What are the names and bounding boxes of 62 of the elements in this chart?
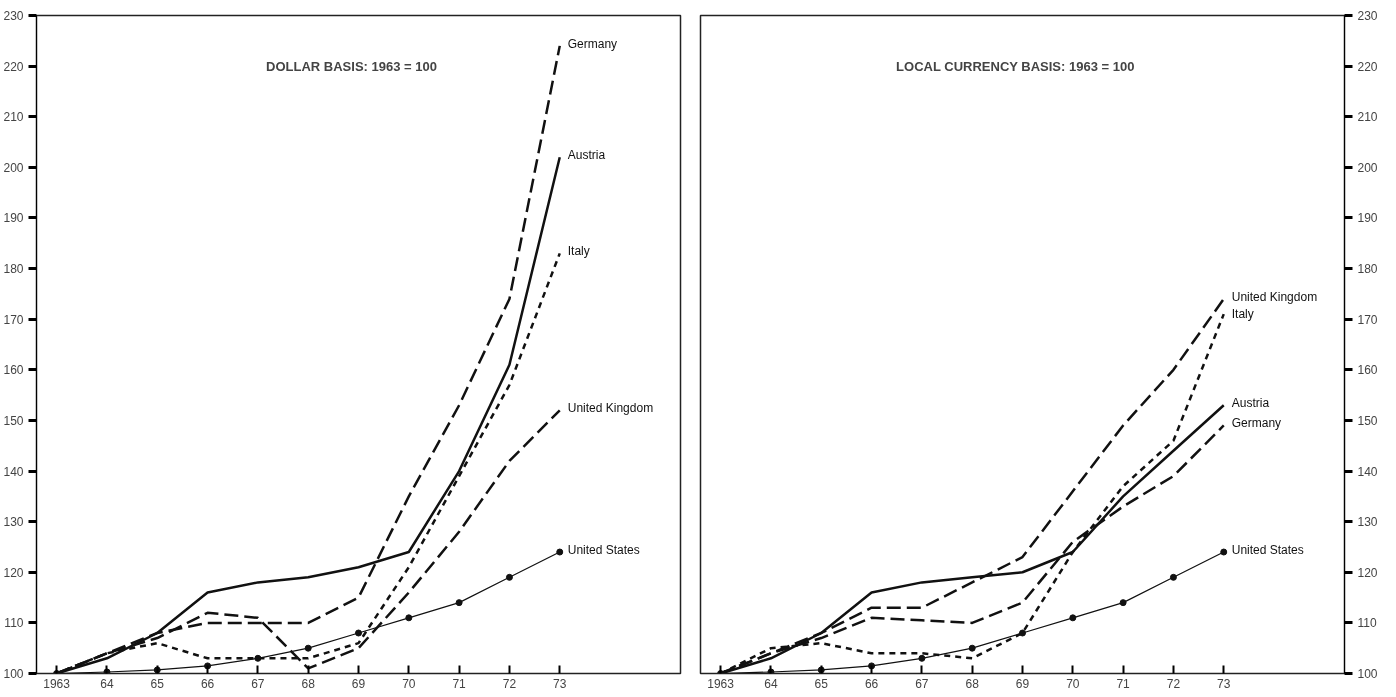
y-tick-label: 100 [3, 667, 24, 681]
x-tick-label: 65 [150, 676, 165, 691]
y-tick-label: 100 [1357, 667, 1378, 681]
y-tick-label: 170 [3, 312, 24, 327]
x-tick-label: 68 [965, 676, 980, 691]
x-tick-label: 67 [915, 676, 929, 691]
y-tick-label: 160 [1357, 363, 1378, 378]
x-tick-label: 64 [764, 676, 778, 691]
y-tick-label: 120 [3, 565, 24, 580]
y-tick-label: 230 [3, 9, 24, 23]
y-tick-label: 110 [1357, 616, 1377, 631]
y-tick-label: 190 [3, 211, 24, 226]
series-label: United Kingdom [567, 401, 654, 416]
y-tick-label: 140 [3, 464, 24, 479]
x-tick-label: 73 [1217, 676, 1231, 691]
series-label: Germany [567, 36, 618, 51]
y-tick-label: 130 [3, 515, 24, 530]
x-tick-label: 66 [200, 676, 215, 691]
x-tick-label: 71 [1116, 676, 1131, 691]
y-tick-label: 170 [1357, 312, 1378, 327]
series-label: Italy [567, 244, 590, 259]
y-tick-label: 130 [1357, 515, 1378, 530]
y-tick-label: 180 [1357, 262, 1378, 277]
x-tick-label: 70 [1066, 676, 1080, 691]
x-tick-label: 69 [1015, 676, 1030, 691]
series-label: Austria [1231, 396, 1270, 411]
y-tick-label: 180 [3, 262, 24, 277]
series-label: United States [1231, 543, 1304, 558]
y-tick-label: 110 [4, 616, 24, 631]
x-tick-label: 71 [452, 676, 467, 691]
y-tick-label: 150 [3, 413, 24, 428]
y-tick-label: 200 [3, 160, 24, 175]
y-tick-label: 200 [1357, 160, 1378, 175]
x-tick-label: 72 [502, 676, 517, 691]
x-tick-label: 68 [301, 676, 316, 691]
series-label: Germany [1231, 416, 1282, 431]
y-tick-label: 190 [1357, 211, 1378, 226]
y-tick-label: 140 [1357, 464, 1378, 479]
x-tick-label: 69 [351, 676, 366, 691]
x-tick-label: 73 [553, 676, 567, 691]
x-tick-label: 67 [251, 676, 265, 691]
text: DOLLAR BASIS: 1963 = 100 [266, 58, 437, 74]
series-label: United States [567, 543, 640, 558]
series-label: Italy [1231, 306, 1254, 321]
x-tick-label: 70 [402, 676, 416, 691]
y-tick-label: 150 [1357, 413, 1378, 428]
y-tick-label: 210 [1357, 110, 1378, 125]
y-tick-label: 230 [1357, 9, 1378, 23]
x-tick-label: 1963 [43, 676, 71, 691]
series-label: United Kingdom [1231, 289, 1318, 304]
text: LOCAL CURRENCY BASIS: 1963 = 100 [896, 58, 1135, 74]
y-tick-label: 210 [3, 110, 24, 125]
x-tick-label: 66 [864, 676, 879, 691]
y-tick-label: 160 [3, 363, 24, 378]
x-tick-label: 65 [814, 676, 829, 691]
y-tick-label: 220 [1357, 59, 1378, 74]
series-label: Austria [567, 148, 606, 163]
y-tick-label: 220 [3, 59, 24, 74]
y-tick-label: 120 [1357, 565, 1378, 580]
x-tick-label: 64 [100, 676, 114, 691]
x-tick-label: 72 [1166, 676, 1181, 691]
x-tick-label: 1963 [707, 676, 735, 691]
